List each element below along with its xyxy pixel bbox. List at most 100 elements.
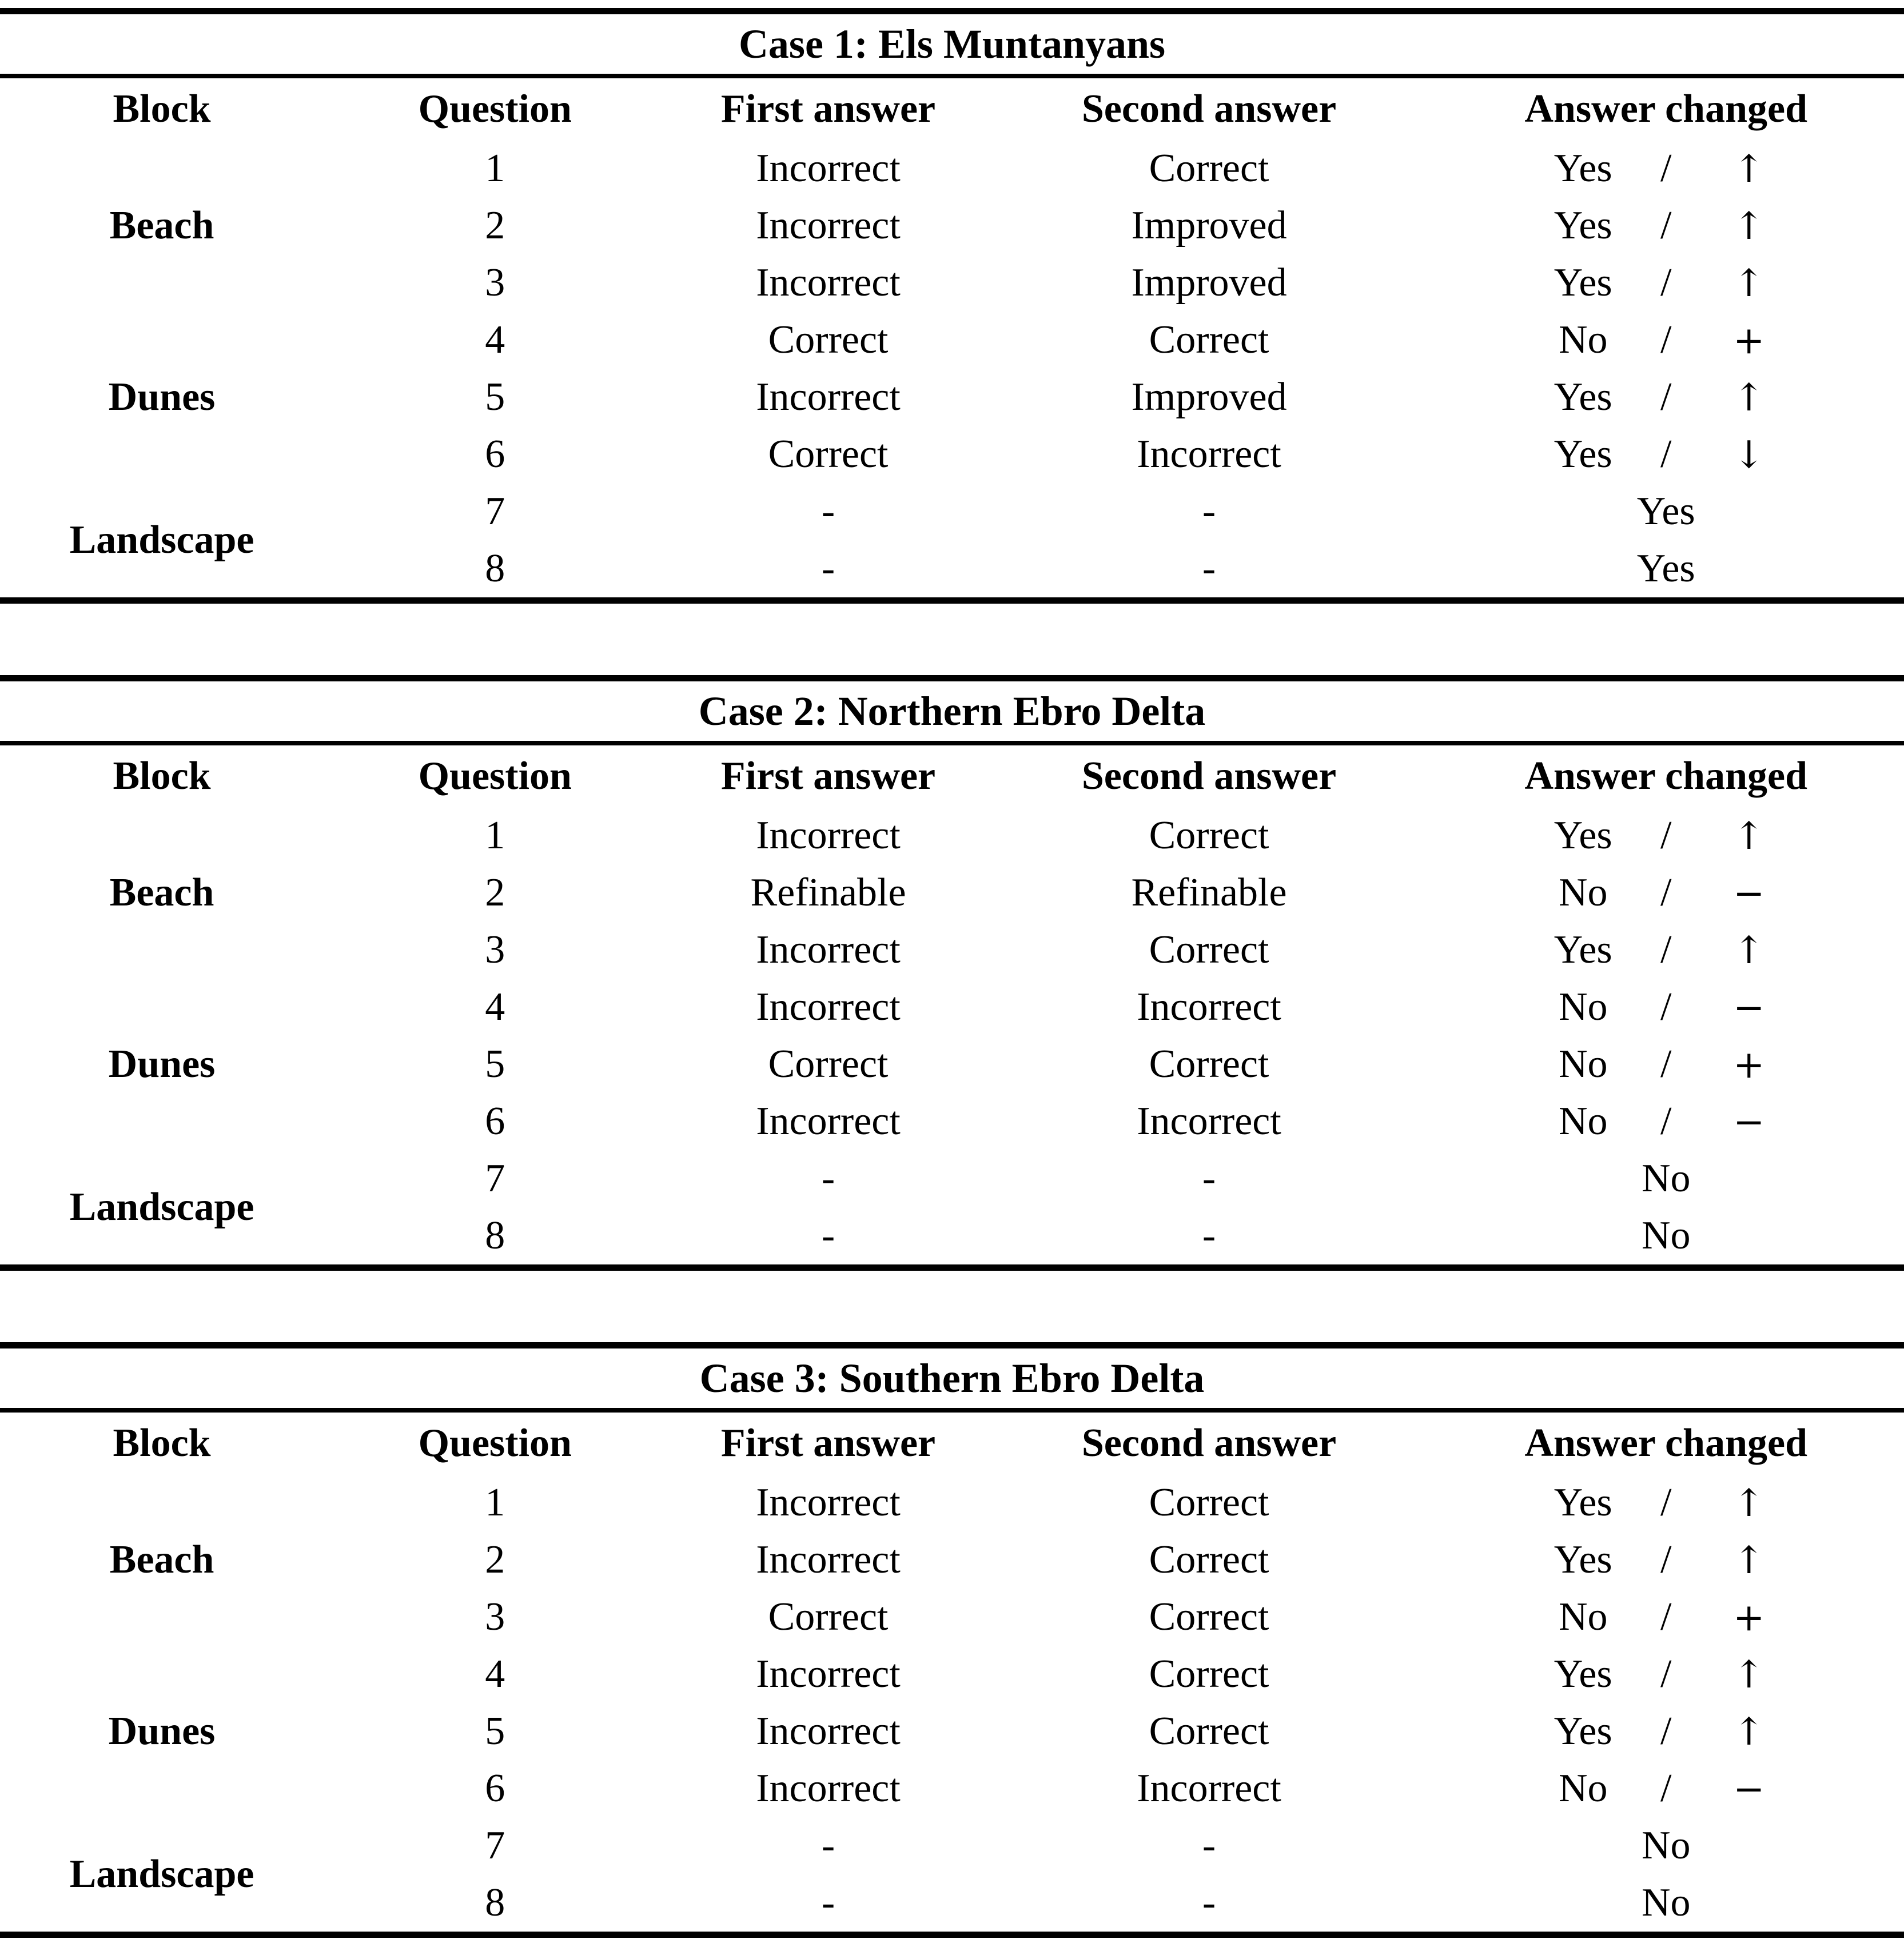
question-cell: 5 <box>485 1709 505 1753</box>
changed-separator: / <box>1660 1042 1672 1086</box>
first-answer-cell: Refinable <box>750 871 906 915</box>
changed-cell: Yes / ↑ <box>1428 140 1904 197</box>
first-answer-cell: - <box>821 1824 835 1868</box>
changed-value: Yes <box>1554 204 1612 248</box>
changed-separator: / <box>1660 318 1672 362</box>
changed-separator: / <box>1660 1766 1672 1810</box>
question-cell: 2 <box>485 871 505 915</box>
second-answer-cell: - <box>1202 1214 1216 1258</box>
trend-symbol: ↑ <box>1733 146 1765 191</box>
first-answer-cell: Incorrect <box>756 1099 901 1143</box>
changed-cell: Yes / ↑ <box>1428 254 1904 312</box>
changed-separator: / <box>1660 261 1672 305</box>
changed-cell: Yes <box>1428 540 1904 597</box>
trend-symbol: − <box>1733 1766 1765 1811</box>
changed-cell: No <box>1428 1150 1904 1207</box>
table-row: Dunes 4 Correct Correct No / + <box>0 312 1904 419</box>
table-row: 3 Incorrect Correct Yes / ↑ <box>0 921 1904 979</box>
changed-separator: / <box>1660 1099 1672 1143</box>
table-row: 2 Incorrect Correct Yes / ↑ <box>0 1531 1904 1589</box>
first-answer-cell: Correct <box>768 318 889 362</box>
changed-cell: Yes / ↑ <box>1428 807 1904 864</box>
changed-value: Yes <box>1554 813 1612 857</box>
question-cell: 2 <box>485 1538 505 1582</box>
trend-symbol: ↑ <box>1733 928 1765 972</box>
first-answer-cell: Incorrect <box>756 928 901 972</box>
col-header-question: Question <box>418 754 572 798</box>
header-row: Block Question First answer Second answe… <box>0 745 1904 807</box>
second-answer-cell: Correct <box>1149 1481 1269 1525</box>
changed-cell: No <box>1428 1817 1904 1874</box>
question-cell: 8 <box>485 1881 505 1925</box>
second-answer-cell: - <box>1202 1156 1216 1200</box>
question-cell: 1 <box>485 146 505 190</box>
case3-table-section: Case 3: Southern Ebro Delta Block Questi… <box>0 1342 1904 1938</box>
table-row: 3 Correct Correct No / + <box>0 1589 1904 1646</box>
changed-separator: / <box>1660 1709 1672 1753</box>
changed-cell: No <box>1428 1874 1904 1932</box>
question-cell: 5 <box>485 375 505 419</box>
first-answer-cell: - <box>821 489 835 533</box>
col-header-second-answer: Second answer <box>1081 1421 1337 1465</box>
col-header-second-answer: Second answer <box>1081 87 1337 131</box>
case-title: Case 1: Els Muntanyans <box>738 21 1166 67</box>
changed-value: No <box>1641 1156 1691 1200</box>
table-row: Dunes 4 Incorrect Incorrect No / − <box>0 979 1904 1086</box>
second-answer-cell: - <box>1202 1824 1216 1868</box>
question-cell: 3 <box>485 928 505 972</box>
question-cell: 1 <box>485 813 505 857</box>
changed-cell: Yes / ↓ <box>1428 426 1904 483</box>
changed-cell: Yes <box>1428 483 1904 540</box>
changed-separator: / <box>1660 928 1672 972</box>
trend-symbol: ↑ <box>1733 1652 1765 1697</box>
trend-symbol: ↑ <box>1733 813 1765 858</box>
first-answer-cell: Incorrect <box>756 146 901 190</box>
changed-cell: No / − <box>1428 979 1904 1036</box>
second-answer-cell: Improved <box>1131 204 1287 248</box>
table-row: Landscape 7 - - No <box>0 1150 1904 1229</box>
question-cell: 3 <box>485 1595 505 1639</box>
table-row: 8 - - No <box>0 1207 1904 1264</box>
question-cell: 7 <box>485 1824 505 1868</box>
first-answer-cell: Correct <box>768 1042 889 1086</box>
first-answer-cell: Incorrect <box>756 375 901 419</box>
col-header-answer-changed: Answer changed <box>1524 87 1808 131</box>
first-answer-cell: Incorrect <box>756 1652 901 1696</box>
second-answer-cell: Incorrect <box>1137 1099 1281 1143</box>
changed-cell: Yes / ↑ <box>1428 1474 1904 1531</box>
changed-separator: / <box>1660 1652 1672 1696</box>
col-header-answer-changed: Answer changed <box>1524 754 1808 798</box>
top-rule <box>0 675 1904 681</box>
second-answer-cell: Incorrect <box>1137 1766 1281 1810</box>
question-cell: 4 <box>485 985 505 1029</box>
case-title: Case 2: Northern Ebro Delta <box>698 688 1206 734</box>
title-rule <box>0 1408 1904 1413</box>
table-row: Dunes 4 Incorrect Correct Yes / ↑ <box>0 1646 1904 1753</box>
changed-cell: No <box>1428 1207 1904 1264</box>
trend-symbol: + <box>1733 318 1765 362</box>
changed-value: Yes <box>1554 1538 1612 1582</box>
changed-cell: No / + <box>1428 312 1904 369</box>
top-rule <box>0 8 1904 14</box>
question-cell: 8 <box>485 1214 505 1258</box>
changed-separator: / <box>1660 1538 1672 1582</box>
col-header-block: Block <box>113 87 211 131</box>
block-label: Beach <box>109 1538 214 1582</box>
second-answer-cell: Incorrect <box>1137 432 1281 476</box>
table-row: Beach 1 Incorrect Correct Yes / ↑ <box>0 807 1904 915</box>
first-answer-cell: Incorrect <box>756 204 901 248</box>
header-row: Block Question First answer Second answe… <box>0 1413 1904 1474</box>
changed-value: No <box>1641 1214 1691 1258</box>
case-table: Block Question First answer Second answe… <box>0 1413 1904 1932</box>
question-cell: 4 <box>485 318 505 362</box>
changed-cell: No / − <box>1428 864 1904 921</box>
table-row: 2 Incorrect Improved Yes / ↑ <box>0 197 1904 254</box>
question-cell: 7 <box>485 1156 505 1200</box>
changed-cell: Yes / ↑ <box>1428 1646 1904 1703</box>
first-answer-cell: Incorrect <box>756 1481 901 1525</box>
changed-value: Yes <box>1554 146 1612 190</box>
first-answer-cell: Incorrect <box>756 813 901 857</box>
first-answer-cell: Correct <box>768 1595 889 1639</box>
changed-cell: Yes / ↑ <box>1428 1703 1904 1760</box>
second-answer-cell: Correct <box>1149 318 1269 362</box>
